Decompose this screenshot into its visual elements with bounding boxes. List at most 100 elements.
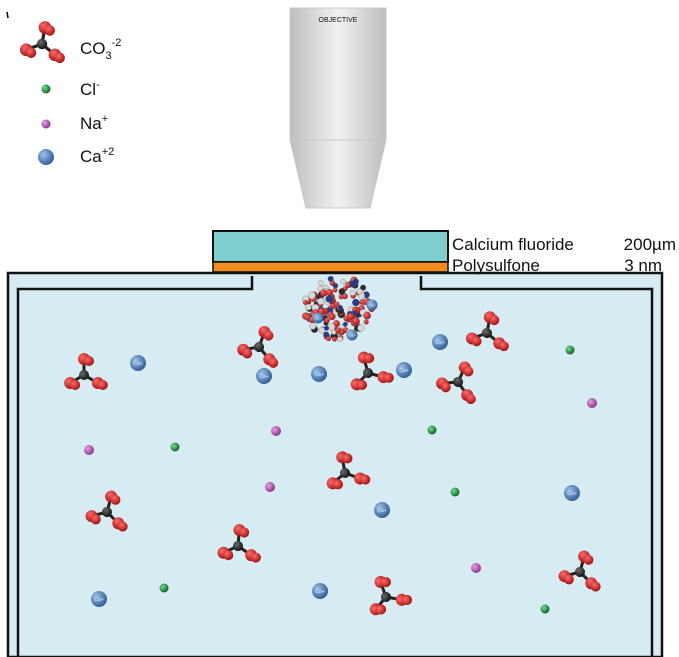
calcium-fluoride-thickness: 200µm: [624, 235, 676, 254]
cluster-atom: [352, 317, 360, 325]
chloride-ion: [450, 487, 460, 497]
svg-text:Ca+: Ca+: [314, 372, 323, 378]
cluster-atom: [337, 305, 343, 311]
legend-chloride-label: Cl-: [80, 79, 100, 99]
cluster-atom: [352, 278, 359, 285]
cluster-atom: [323, 331, 330, 338]
carbon-atom: [102, 507, 112, 517]
chloride-ion: [427, 425, 437, 435]
cluster-atom: [318, 326, 326, 334]
cluster-atom: [324, 325, 330, 331]
cluster-atom: [341, 293, 348, 300]
cluster-atom: [363, 319, 369, 325]
polysulfone-membrane: [212, 261, 449, 273]
svg-text:Ca+: Ca+: [94, 597, 103, 603]
cell-inner-wall: [16, 276, 654, 657]
sodium-ion-icon: [41, 119, 51, 129]
carbon-atom: [482, 328, 492, 338]
cluster-atom: [317, 297, 325, 305]
cluster-atom: [347, 312, 355, 320]
carbonate-molecule: [85, 490, 128, 532]
chloride-ion: [170, 442, 180, 452]
cluster-atom: [335, 327, 341, 333]
cluster-atom: [349, 289, 356, 296]
nanoparticle-cluster-icon: Ca+ Ca+ Ca+: [302, 275, 378, 342]
ion-particles: Ca+ Ca+ Ca+ Ca+ Ca+ Ca+ Ca+ Ca+ Ca+: [64, 311, 601, 616]
calcium-ion: Ca+: [91, 591, 107, 607]
sodium-ion: [587, 398, 597, 408]
cluster-atom: [352, 298, 360, 307]
carbonate-molecule: [558, 550, 601, 592]
cluster-atom: [340, 279, 347, 285]
objective: OBJECTIVE: [289, 7, 387, 209]
cluster-atom: [342, 321, 348, 327]
cluster-atom: [327, 275, 334, 282]
calcium-ion-icon: [38, 149, 54, 165]
cluster-atom: [309, 322, 317, 330]
calcium-ion: Ca+: [130, 355, 146, 371]
cluster-atom: [332, 282, 339, 289]
carbon-atom: [575, 567, 585, 577]
polysulfone-label: Polysulfone: [452, 256, 540, 275]
legend-carbonate-label: CO3-2: [80, 37, 121, 62]
cluster-atom: [356, 288, 363, 295]
svg-text:Ca+: Ca+: [348, 333, 356, 338]
svg-text:Ca+: Ca+: [399, 368, 408, 374]
cluster-atom: [317, 285, 323, 292]
cluster-atom: [357, 324, 365, 332]
calcium-ion: Ca+: [311, 366, 327, 382]
cluster-atom: [308, 291, 316, 300]
svg-text:Ca+: Ca+: [368, 303, 376, 308]
cluster-atom: [324, 317, 330, 324]
calcium-ion: Ca+: [564, 485, 580, 501]
window-stack: [212, 230, 449, 273]
calcium-ion: Ca+: [374, 502, 390, 518]
legend: CO3-2 Cl- Na+ Ca+2: [19, 21, 121, 166]
carbonate-molecule: [19, 21, 65, 64]
calcium-ion: Ca+: [346, 329, 358, 341]
svg-text:Ca+: Ca+: [567, 491, 576, 497]
calcium-ion: Ca+: [366, 299, 378, 311]
svg-text:Ca+: Ca+: [435, 340, 444, 346]
chloride-ion: [159, 583, 169, 593]
cluster-atom: [332, 336, 337, 342]
cluster-atom: [325, 288, 334, 297]
carbonate-molecule: [326, 451, 371, 490]
carbon-atom: [381, 592, 391, 602]
sodium-ion: [84, 445, 94, 455]
calcium-ion: Ca+: [256, 368, 272, 384]
carbon-atom: [340, 468, 350, 478]
carbon-atom: [79, 370, 89, 380]
carbonate-molecule: [350, 351, 394, 391]
sodium-ion: [471, 563, 481, 573]
cluster-atom: [302, 299, 309, 306]
chloride-ion-icon: [41, 84, 51, 94]
cluster-atom: [326, 336, 332, 342]
polysulfone-thickness: 3 nm: [624, 256, 662, 275]
legend-sodium-label: Na+: [80, 113, 108, 133]
objective-body: [289, 7, 387, 141]
cluster-atom: [360, 284, 367, 291]
cluster-atom: [338, 288, 346, 295]
calcium-ion: Ca+: [432, 334, 448, 350]
svg-text:Ca+: Ca+: [315, 589, 324, 595]
svg-text:Ca+: Ca+: [314, 316, 322, 321]
carbonate-molecule: [217, 524, 261, 563]
sodium-ion: [265, 482, 275, 492]
carbonate-molecule: [436, 361, 476, 405]
svg-text:Ca+: Ca+: [259, 374, 268, 380]
carbon-atom: [254, 342, 264, 352]
carbon-atom: [36, 38, 48, 50]
cluster-atom: [325, 295, 334, 303]
objective-label: OBJECTIVE: [319, 17, 358, 24]
cluster-atom: [305, 303, 312, 311]
carbonate-molecule: [465, 311, 509, 352]
carbon-atom: [453, 377, 463, 387]
carbonate-molecule: [237, 325, 279, 368]
calcium-ion: Ca+: [312, 583, 328, 599]
cluster-atom: [318, 280, 324, 286]
carbon-atom: [233, 541, 243, 551]
calcium-fluoride-window: [212, 230, 449, 263]
sodium-ion: [271, 426, 281, 436]
